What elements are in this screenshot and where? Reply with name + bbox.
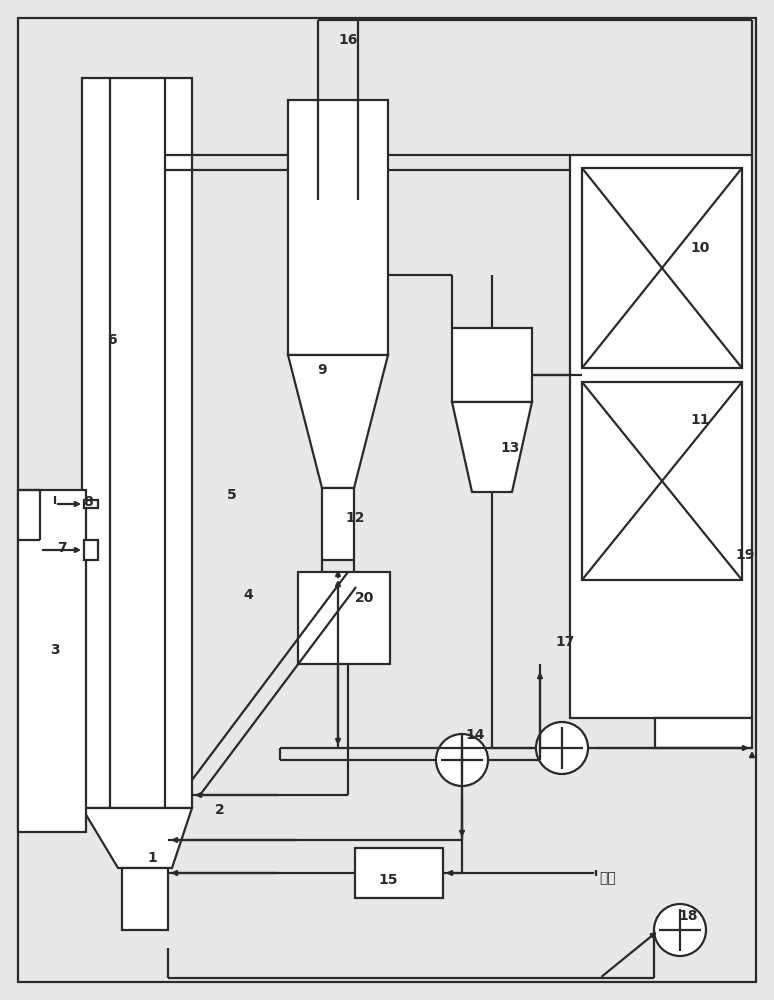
Circle shape [536,722,588,774]
Text: 17: 17 [555,635,574,649]
Bar [288,100,388,355]
Text: 10: 10 [690,241,710,255]
Bar [122,868,168,930]
Bar [452,328,532,402]
Text: 18: 18 [678,909,697,923]
Text: 13: 13 [500,441,519,455]
Text: 4: 4 [243,588,253,602]
Text: 1: 1 [147,851,157,865]
Text: 5: 5 [227,488,237,502]
Circle shape [436,734,488,786]
Text: 3: 3 [50,643,60,657]
Bar [582,168,742,368]
Polygon shape [452,402,532,492]
Text: 11: 11 [690,413,710,427]
Bar [655,718,752,748]
Text: 19: 19 [735,548,755,562]
Text: 15: 15 [378,873,398,887]
Bar [84,540,98,560]
Bar [322,488,354,560]
Text: 空气: 空气 [600,871,616,885]
Polygon shape [82,808,192,868]
Text: 6: 6 [107,333,117,347]
Text: 16: 16 [338,33,358,47]
Bar [298,572,390,664]
Text: 2: 2 [215,803,225,817]
Bar [355,848,443,898]
Text: 20: 20 [355,591,375,605]
Polygon shape [288,355,388,488]
Text: 9: 9 [317,363,327,377]
Text: 7: 7 [57,541,67,555]
Text: 12: 12 [345,511,365,525]
Bar [582,382,742,580]
Bar [18,490,86,832]
Bar [82,78,192,808]
Text: 8: 8 [83,495,93,509]
Bar [84,500,98,508]
Bar [570,155,752,718]
Text: 14: 14 [465,728,485,742]
Circle shape [654,904,706,956]
